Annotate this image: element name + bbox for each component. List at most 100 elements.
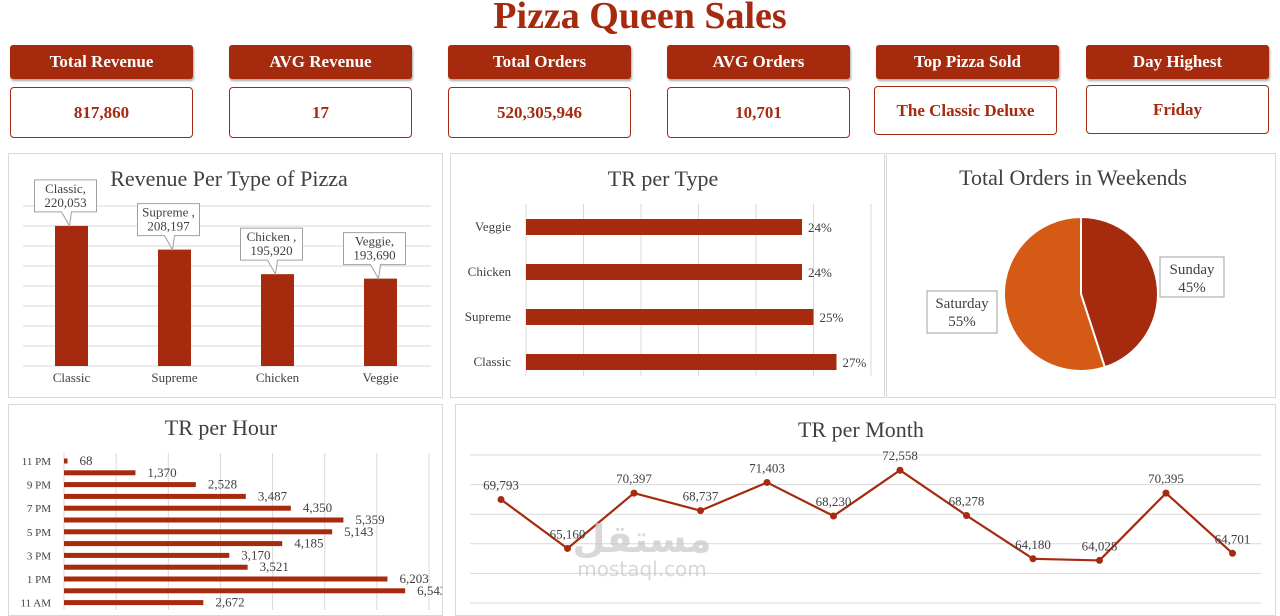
y-tick-label: 1 PM <box>27 574 51 586</box>
data-label: 24% <box>808 220 832 235</box>
data-point <box>963 511 970 519</box>
data-point <box>564 544 571 552</box>
data-label: Chicken , <box>247 229 297 244</box>
kpi-total-revenue-value: 817,860 <box>10 87 193 138</box>
data-label: 3,487 <box>258 488 288 503</box>
bar <box>64 576 388 582</box>
data-callout <box>343 232 406 281</box>
bar <box>64 529 333 535</box>
y-tick-label: Supreme <box>465 309 511 324</box>
kpi-avg-orders-label: AVG Orders <box>667 45 850 79</box>
data-label: Classic, <box>45 181 86 196</box>
data-label: 3,521 <box>260 559 289 574</box>
data-label: 24% <box>808 265 832 280</box>
bar <box>261 274 294 366</box>
y-tick-label: 11 AM <box>21 598 52 610</box>
y-tick-label: Veggie <box>475 219 511 234</box>
weekend-orders-panel: Total Orders in Weekends Sunday 45% Saturd… <box>886 153 1276 398</box>
pie-label: Sunday <box>1170 262 1216 278</box>
data-label: 3,170 <box>241 547 270 562</box>
x-tick-label: Supreme <box>151 370 197 385</box>
bar <box>526 354 837 370</box>
bar <box>64 482 196 488</box>
data-label: 72,558 <box>882 448 918 463</box>
data-label: 5,359 <box>355 512 384 527</box>
kpi-total-orders-label: Total Orders <box>448 45 631 79</box>
data-label: 195,920 <box>250 243 292 258</box>
bar <box>64 470 136 476</box>
data-point <box>1029 555 1037 563</box>
y-tick-label: Classic <box>473 354 511 369</box>
bar <box>64 505 291 511</box>
tr-per-type-title: TR per Type <box>608 166 718 191</box>
data-label: 70,397 <box>616 471 652 486</box>
data-label: 25% <box>820 310 844 325</box>
data-point <box>1162 489 1170 497</box>
tr-per-month-title: TR per Month <box>798 417 924 442</box>
x-tick-label: Classic <box>53 370 91 385</box>
kpi-top-pizza-value: The Classic Deluxe <box>874 86 1057 135</box>
data-callout <box>34 179 97 228</box>
page-title: Pizza Queen Sales <box>493 0 787 37</box>
data-label: 64,701 <box>1215 531 1251 546</box>
kpi-total-orders-value: 520,305,946 <box>448 87 631 138</box>
kpi-avg-orders-value: 10,701 <box>667 87 850 138</box>
y-tick-label: 3 PM <box>27 550 51 562</box>
tr-per-hour-title: TR per Hour <box>165 415 278 440</box>
x-tick-label: Chicken <box>256 370 300 385</box>
bar <box>364 278 397 366</box>
y-tick-label: Chicken <box>468 264 512 279</box>
kpi-day-highest-value: Friday <box>1086 85 1269 134</box>
bar <box>526 309 814 325</box>
data-label: 208,197 <box>147 219 190 234</box>
bar <box>64 600 204 606</box>
y-tick-label: 5 PM <box>27 527 51 539</box>
revenue-per-type-title: Revenue Per Type of Pizza <box>110 166 348 191</box>
data-point <box>830 512 837 520</box>
pie-slice <box>1003 215 1107 372</box>
data-callout <box>1159 256 1225 298</box>
bar <box>55 225 88 366</box>
data-point <box>1096 556 1103 564</box>
data-label: 4,350 <box>303 500 332 515</box>
data-label: 68 <box>80 453 93 468</box>
weekend-orders-chart: Total Orders in Weekends Sunday 45% Saturd… <box>926 165 1225 372</box>
data-point <box>1229 549 1236 557</box>
pie-slice <box>1080 215 1159 369</box>
data-label: 64,028 <box>1082 538 1118 553</box>
pie-pct: 55% <box>948 314 976 330</box>
watermark-arabic: مستقل <box>572 517 712 561</box>
data-label: 2,672 <box>215 595 244 610</box>
data-callout <box>240 227 303 276</box>
data-point <box>630 489 638 497</box>
y-tick-label: 7 PM <box>27 503 51 515</box>
bar <box>526 264 802 280</box>
data-callout <box>137 203 200 252</box>
tr-per-type-panel: TR per Type 24% Veggie 24% Chicken 25% Suprem… <box>450 153 885 398</box>
y-tick-label: 11 PM <box>22 456 51 468</box>
data-label: 64,180 <box>1015 537 1051 552</box>
kpi-day-highest-label: Day Highest <box>1086 45 1269 79</box>
data-point <box>497 495 505 503</box>
data-label: 193,690 <box>353 248 395 263</box>
kpi-avg-revenue-value: 17 <box>229 87 412 138</box>
data-label: 65,160 <box>550 526 586 541</box>
bar <box>64 588 406 594</box>
data-label: 4,185 <box>294 536 323 551</box>
bar <box>64 458 68 464</box>
data-label: 220,053 <box>44 195 86 210</box>
data-label: 1,370 <box>147 465 176 480</box>
kpi-avg-revenue-label: AVG Revenue <box>229 45 412 79</box>
data-point <box>763 478 771 486</box>
data-label: 71,403 <box>749 460 785 475</box>
y-tick-label: 9 PM <box>27 480 51 492</box>
revenue-per-type-chart: Revenue Per Type of Pizza Classic Classic… <box>23 166 431 385</box>
data-label: 27% <box>843 355 867 370</box>
tr-per-hour-chart: TR per Hour 681,3702,5283,4874,3505,3595… <box>21 415 442 610</box>
bar <box>158 249 191 366</box>
tr-per-hour-panel: TR per Hour 68 1,370 2,528 3,487 4,350 5,359 5… <box>8 404 443 616</box>
revenue-per-type-panel: Revenue Per Type of Pizza Classic Classic… <box>8 153 443 398</box>
data-label: 68,737 <box>683 489 719 504</box>
watermark-latin: mostaql.com <box>577 557 707 581</box>
tr-per-month-chart: TR per Month 69,793 65,160 70,397 68,737 71,… <box>470 417 1261 604</box>
